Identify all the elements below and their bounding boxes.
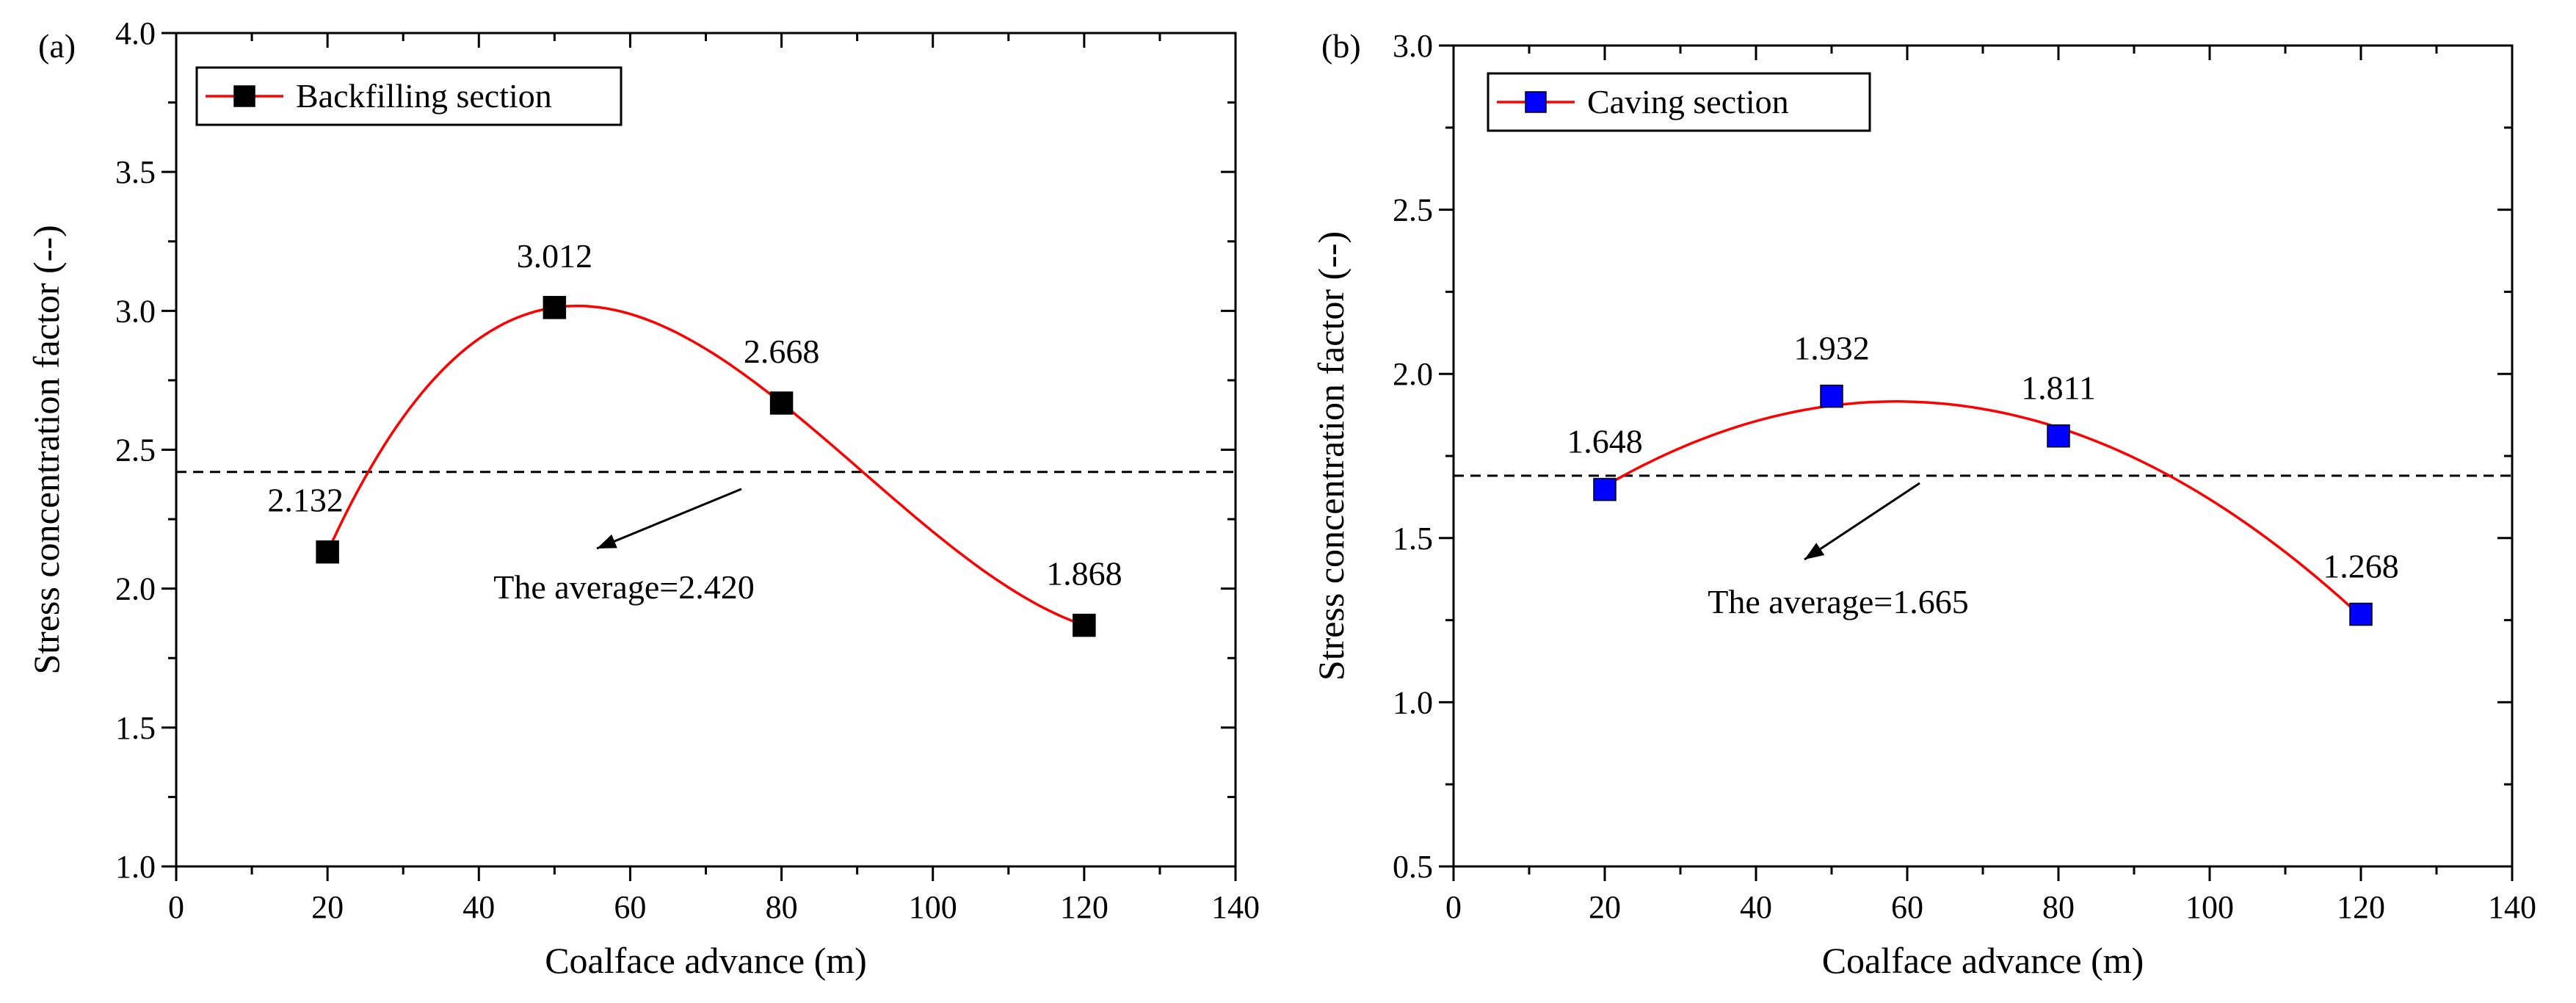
x-tick-label: 40	[1740, 889, 1772, 925]
x-tick-label: 60	[1891, 889, 1923, 925]
x-tick-label: 100	[909, 889, 957, 925]
fit-curve	[1604, 400, 2362, 618]
data-label: 1.811	[2021, 369, 2096, 407]
y-axis-title: Stress concentration factor (--)	[1310, 231, 1352, 681]
x-tick-label: 20	[311, 889, 344, 925]
y-tick-label: 3.5	[115, 154, 156, 190]
data-label: 3.012	[517, 237, 593, 275]
legend-marker	[233, 85, 255, 107]
x-tick-label: 60	[614, 889, 646, 925]
x-tick-label: 100	[2185, 889, 2234, 925]
data-point	[316, 540, 339, 564]
average-arrow	[1804, 482, 1920, 561]
x-tick-label: 80	[766, 889, 798, 925]
x-tick-label: 0	[1445, 889, 1462, 925]
x-tick-label: 40	[462, 889, 495, 925]
y-tick-label: 1.0	[115, 849, 156, 885]
x-tick-label: 80	[2042, 889, 2075, 925]
data-label: 1.268	[2323, 548, 2399, 585]
plot-frame	[175, 32, 1237, 868]
y-tick-label: 2.5	[115, 432, 156, 468]
average-arrow	[596, 488, 742, 550]
data-point	[543, 296, 567, 319]
data-point	[2349, 602, 2373, 626]
x-tick-label: 140	[1211, 889, 1260, 925]
y-tick-label: 2.5	[1393, 192, 1433, 228]
y-tick-label: 1.5	[115, 710, 156, 746]
average-arrow-head	[597, 534, 617, 548]
data-label: 1.868	[1046, 555, 1122, 593]
data-label: 2.668	[744, 333, 820, 370]
panel-label: (b)	[1321, 27, 1361, 65]
chart-b: (b) 0 20 40 60 80 100 120 140 0.5 1.0 1.5 2.0 2.5 3.0 C…	[1310, 27, 2536, 981]
average-label: The average=1.665	[1708, 583, 1968, 620]
x-tick-label: 0	[168, 889, 184, 925]
chart-a: (a) 0 20 40 60 80 100 120 140 1.0 1.5 2.0 2.5 3.0 3.5 4…	[26, 15, 1260, 981]
y-tick-label: 3.0	[1393, 28, 1433, 64]
data-label: 1.932	[1793, 330, 1870, 367]
x-axis-title: Coalface advance (m)	[1822, 940, 2144, 981]
x-axis-title: Coalface advance (m)	[545, 940, 867, 981]
data-point	[1593, 477, 1617, 502]
legend-label: Backfilling section	[296, 77, 552, 115]
data-point	[1820, 384, 1843, 408]
data-label: 2.132	[267, 482, 344, 519]
x-tick-label: 140	[2488, 889, 2536, 925]
y-tick-label: 4.0	[115, 15, 156, 51]
y-tick-label: 1.0	[1393, 684, 1433, 720]
y-tick-label: 0.5	[1393, 849, 1433, 885]
legend-marker	[1525, 91, 1547, 113]
x-tick-label: 20	[1589, 889, 1621, 925]
average-label: The average=2.420	[493, 568, 754, 606]
average-arrow-head	[1804, 543, 1825, 560]
data-point	[2047, 424, 2070, 448]
legend-label: Caving section	[1587, 83, 1789, 120]
y-tick-label: 1.5	[1393, 521, 1433, 557]
data-label: 1.648	[1567, 423, 1643, 460]
data-point	[769, 391, 794, 415]
y-tick-label: 2.0	[115, 571, 156, 607]
panel-label: (a)	[38, 27, 76, 65]
data-point	[1073, 613, 1096, 637]
y-tick-label: 2.0	[1393, 356, 1433, 392]
y-axis-title: Stress concentration factor (--)	[26, 225, 67, 674]
x-tick-label: 120	[1060, 889, 1109, 925]
x-tick-label: 120	[2337, 889, 2385, 925]
fit-curve	[326, 304, 1085, 627]
y-tick-label: 3.0	[115, 293, 156, 329]
